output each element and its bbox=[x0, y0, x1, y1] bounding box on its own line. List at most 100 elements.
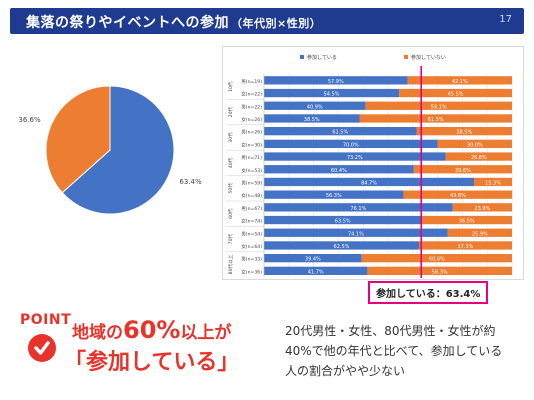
bar-not-participate bbox=[407, 76, 512, 85]
bar-value-label: 61.5% bbox=[332, 130, 348, 136]
pie-slice-label: 36.6% bbox=[18, 116, 41, 124]
stacked-bar-chart: 参加している参加していない0%10%20%30%40%50%60%70%80%9… bbox=[226, 54, 513, 278]
legend-swatch bbox=[300, 55, 304, 59]
bar-not-participate bbox=[361, 254, 512, 263]
bar-value-label: 56.3% bbox=[326, 193, 342, 199]
summary-line: 40%で他の年代と比べて、参加している bbox=[285, 344, 503, 358]
bar-value-label: 30.0% bbox=[467, 142, 483, 148]
summary-text: 20代男性・女性、80代男性・女性が約 40%で他の年代と比べて、参加している … bbox=[285, 321, 525, 381]
category-label: 女(n=64) bbox=[241, 243, 262, 250]
category-label: 女(n=26) bbox=[241, 116, 262, 123]
bar-value-label: 15.3% bbox=[485, 181, 501, 187]
bar-not-participate bbox=[447, 228, 512, 237]
pie-slice bbox=[45, 85, 111, 194]
bar-participate bbox=[264, 88, 400, 98]
bar-not-participate bbox=[359, 114, 512, 123]
bar-value-label: 57.9% bbox=[328, 79, 344, 85]
bar-participate bbox=[264, 190, 404, 199]
bar-participate bbox=[264, 254, 362, 263]
legend-swatch bbox=[404, 55, 408, 59]
bar-value-label: 42.1% bbox=[452, 79, 468, 85]
bar-value-label: 25.9% bbox=[472, 231, 488, 237]
bar-not-participate bbox=[416, 127, 512, 136]
bar-value-label: 43.8% bbox=[450, 193, 466, 199]
bar-participate bbox=[264, 228, 448, 237]
bar-value-label: 58.3% bbox=[432, 269, 448, 275]
age-group-label: 20代 bbox=[227, 106, 234, 117]
bar-value-label: 36.5% bbox=[459, 219, 475, 225]
category-label: 男(n=59) bbox=[241, 181, 262, 187]
bar-participate bbox=[264, 114, 360, 123]
bar-participate bbox=[264, 101, 366, 110]
bar-value-label: 23.9% bbox=[474, 206, 490, 212]
reference-callout: 参加している：63.4% bbox=[368, 281, 489, 304]
point-headline: 地域の60%以上が bbox=[72, 316, 231, 344]
bar-value-label: 38.5% bbox=[456, 130, 472, 136]
bar-participate bbox=[264, 152, 446, 161]
bar-participate bbox=[264, 139, 438, 148]
bar-value-label: 59.1% bbox=[431, 104, 447, 110]
age-group-label: 60代 bbox=[227, 208, 234, 219]
headline-percent: 60% bbox=[123, 316, 181, 344]
legend-label: 参加している bbox=[307, 54, 337, 61]
bar-value-label: 38.5% bbox=[304, 117, 320, 123]
slide-subtitle: （年代別×性別） bbox=[231, 17, 322, 30]
headline-prefix: 地域の bbox=[72, 323, 123, 343]
bar-value-label: 62.5% bbox=[334, 244, 350, 250]
bar-participate bbox=[264, 165, 414, 174]
bar-participate bbox=[264, 127, 417, 136]
category-label: 女(n=22) bbox=[241, 91, 262, 98]
bar-participate bbox=[264, 203, 453, 212]
bar-value-label: 60.6% bbox=[429, 257, 445, 263]
bar-participate bbox=[264, 266, 368, 275]
bar-value-label: 37.5% bbox=[458, 244, 474, 250]
age-group-label: 70代 bbox=[227, 233, 234, 244]
category-label: 女(n=30) bbox=[241, 141, 262, 148]
page-number: 17 bbox=[499, 14, 512, 25]
age-group-label: 50代 bbox=[227, 183, 234, 194]
bar-value-label: 84.7% bbox=[361, 181, 377, 187]
category-label: 男(n=19) bbox=[241, 79, 262, 85]
bar-not-participate bbox=[403, 190, 513, 199]
bar-value-label: 54.5% bbox=[324, 92, 340, 98]
bar-participate bbox=[264, 215, 422, 225]
checkmark-icon bbox=[28, 334, 56, 362]
bar-value-label: 70.0% bbox=[343, 142, 359, 148]
pie-chart: 63.4% 36.6% bbox=[18, 85, 202, 215]
age-group-label: 80代以上 bbox=[227, 254, 234, 274]
summary-line: 人の割合がやや少ない bbox=[285, 364, 406, 378]
bar-participate bbox=[264, 241, 419, 250]
age-group-label: 40代 bbox=[227, 157, 234, 168]
slide-header: 集落の祭りやイベントへの参加 （年代別×性別） 17 bbox=[10, 8, 524, 34]
category-label: 女(n=53) bbox=[241, 167, 262, 174]
bar-value-label: 39.4% bbox=[305, 257, 321, 263]
bar-value-label: 73.2% bbox=[347, 155, 363, 161]
summary-line: 20代男性・女性、80代男性・女性が約 bbox=[285, 324, 496, 338]
bar-not-participate bbox=[413, 165, 512, 174]
pie-slice-label: 63.4% bbox=[179, 178, 202, 186]
bar-participate bbox=[264, 76, 408, 85]
bar-value-label: 26.8% bbox=[471, 155, 487, 161]
category-label: 男(n=54) bbox=[241, 231, 262, 237]
category-label: 男(n=22) bbox=[241, 104, 262, 110]
point-headline-quote: 「参加している」 bbox=[64, 350, 240, 375]
bar-value-label: 40.9% bbox=[307, 104, 323, 110]
bar-value-label: 39.6% bbox=[455, 168, 471, 174]
category-label: 男(n=71) bbox=[241, 155, 262, 161]
bar-not-participate bbox=[445, 152, 512, 161]
bar-value-label: 41.7% bbox=[308, 269, 324, 275]
bar-value-label: 61.5% bbox=[428, 117, 444, 123]
bar-not-participate bbox=[419, 241, 512, 250]
bar-not-participate bbox=[367, 266, 512, 275]
bar-not-participate bbox=[421, 215, 512, 225]
point-label: POINT bbox=[20, 312, 72, 328]
category-label: 女(n=36) bbox=[241, 268, 262, 275]
slide-title-text: 集落の祭りやイベントへの参加 bbox=[26, 15, 229, 31]
bar-not-participate bbox=[437, 139, 512, 148]
category-label: 男(n=26) bbox=[241, 130, 262, 136]
bar-not-participate bbox=[399, 88, 512, 98]
headline-suffix: 以上が bbox=[180, 323, 232, 343]
bar-value-label: 63.5% bbox=[335, 219, 351, 225]
category-label: 男(n=33) bbox=[241, 257, 262, 263]
legend-label: 参加していない bbox=[411, 54, 446, 61]
